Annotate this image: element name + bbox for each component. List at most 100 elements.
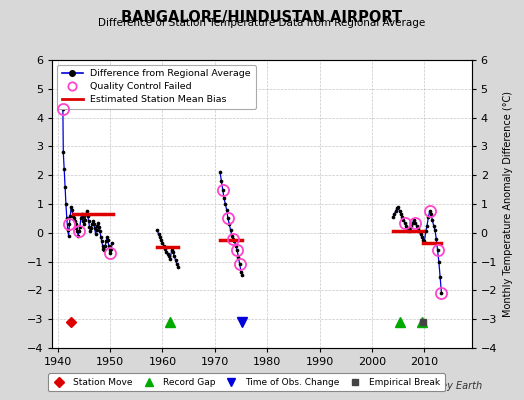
Point [399, 217, 408, 223]
Point [229, 235, 237, 242]
Point [70, 215, 78, 222]
Point [103, 234, 111, 240]
Point [168, 247, 176, 253]
Point [79, 214, 87, 220]
Point [226, 227, 235, 233]
Point [411, 220, 420, 226]
Point [63, 227, 72, 233]
Point [415, 228, 423, 234]
Point [82, 211, 90, 217]
Point [390, 211, 399, 217]
Point [221, 201, 230, 207]
Text: Berkeley Earth: Berkeley Earth [410, 381, 482, 391]
Point [430, 222, 438, 229]
Point [84, 218, 93, 224]
Point [60, 166, 69, 173]
Point [391, 208, 400, 214]
Point [59, 149, 68, 155]
Point [95, 224, 103, 230]
Point [104, 237, 112, 243]
Point [422, 228, 430, 234]
Point [63, 215, 71, 222]
Point [71, 221, 80, 227]
Point [163, 251, 172, 258]
Point [432, 235, 441, 242]
Point [72, 225, 81, 232]
Point [393, 205, 401, 212]
Point [419, 237, 428, 243]
Point [418, 234, 426, 240]
Point [423, 222, 431, 229]
Point [435, 258, 443, 265]
Point [62, 201, 70, 207]
Point [420, 238, 429, 245]
Point [409, 220, 417, 226]
Text: Difference of Station Temperature Data from Regional Average: Difference of Station Temperature Data f… [99, 18, 425, 28]
Legend: Difference from Regional Average, Quality Control Failed, Estimated Station Mean: Difference from Regional Average, Qualit… [57, 65, 256, 109]
Point [96, 228, 104, 234]
Point [74, 232, 82, 239]
Point [75, 228, 83, 234]
Point [436, 274, 444, 281]
Point [165, 253, 173, 260]
Point [236, 261, 244, 268]
Point [231, 238, 239, 245]
Point [216, 169, 224, 176]
Point [173, 261, 181, 268]
Point [174, 264, 182, 270]
Point [85, 224, 94, 230]
Point [401, 220, 409, 226]
Point [389, 214, 397, 220]
Point [90, 221, 98, 227]
Point [101, 242, 110, 249]
Point [73, 228, 82, 234]
Point [161, 246, 169, 252]
Point [92, 227, 101, 233]
Point [105, 247, 114, 253]
Point [397, 211, 405, 217]
Point [99, 242, 107, 249]
Point [108, 240, 116, 246]
Point [155, 231, 163, 238]
Point [238, 271, 247, 278]
Point [91, 225, 99, 232]
Legend: Station Move, Record Gap, Time of Obs. Change, Empirical Break: Station Move, Record Gap, Time of Obs. C… [48, 374, 444, 392]
Point [76, 224, 84, 230]
Point [93, 222, 102, 229]
Point [158, 240, 167, 246]
Point [414, 225, 422, 232]
Point [405, 228, 413, 234]
Point [69, 212, 77, 219]
Point [425, 208, 434, 214]
Point [162, 248, 171, 255]
Point [233, 247, 242, 253]
Point [84, 212, 92, 219]
Point [228, 232, 236, 239]
Point [107, 246, 116, 252]
Point [237, 268, 245, 275]
Point [156, 234, 164, 240]
Point [220, 195, 228, 202]
Point [71, 218, 79, 224]
Point [417, 231, 425, 238]
Point [102, 238, 111, 245]
Point [153, 227, 161, 233]
Point [67, 204, 75, 210]
Point [89, 218, 97, 224]
Point [223, 206, 231, 213]
Point [68, 206, 77, 213]
Point [407, 222, 416, 229]
Point [412, 222, 421, 229]
Point [224, 215, 232, 222]
Point [232, 242, 240, 249]
Point [97, 238, 106, 245]
Point [427, 211, 435, 217]
Point [100, 247, 108, 253]
Point [61, 184, 69, 190]
Point [438, 290, 446, 296]
Point [83, 208, 91, 214]
Point [106, 250, 115, 256]
Text: BANGALORE/HINDUSTAN AIRPORT: BANGALORE/HINDUSTAN AIRPORT [122, 10, 402, 25]
Point [169, 248, 177, 255]
Point [217, 178, 226, 184]
